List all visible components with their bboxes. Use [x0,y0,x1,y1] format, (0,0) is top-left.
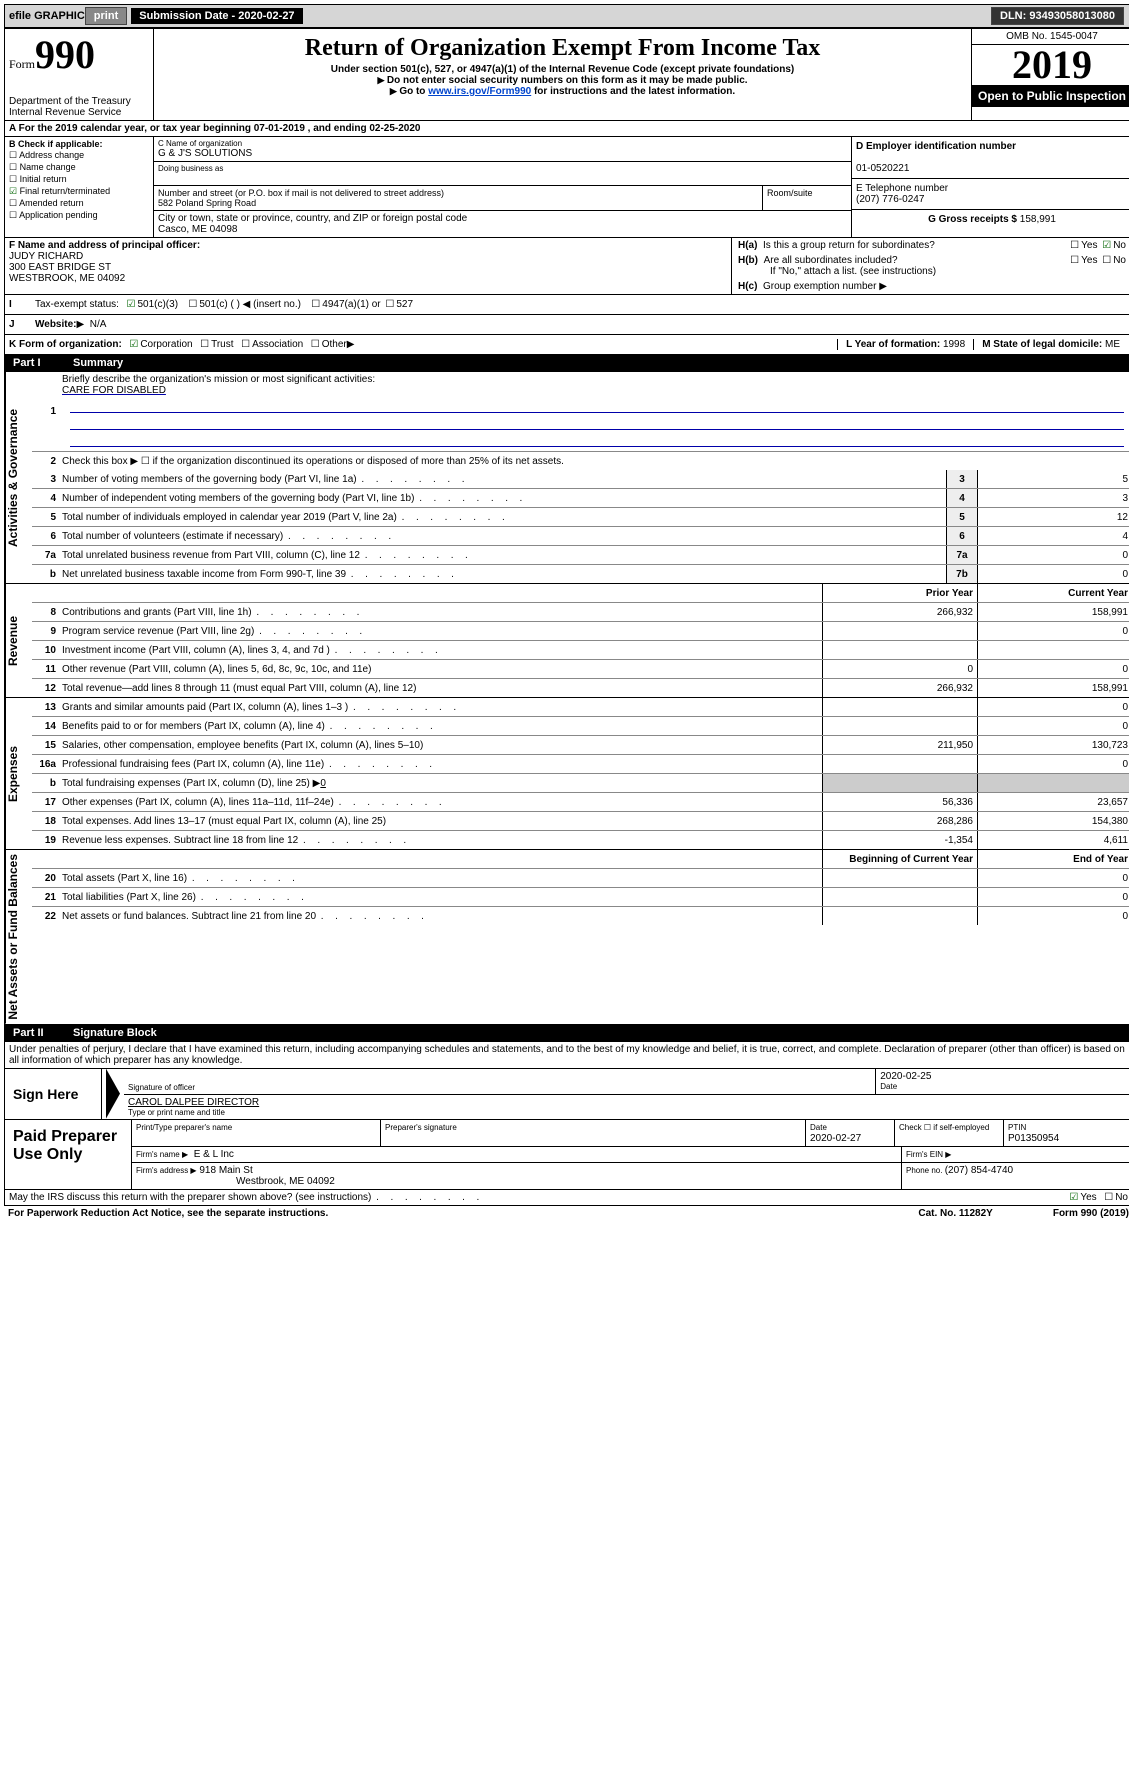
h-c-row: H(c) Group exemption number ▶ [732,279,1129,294]
row-j-website: J Website: ▶ N/A [4,315,1129,335]
officer-label: F Name and address of principal officer: [9,240,200,251]
officer-name: JUDY RICHARD [9,251,83,262]
subtitle-2: Do not enter social security numbers on … [158,75,967,86]
gross-label: G Gross receipts $ [928,214,1020,225]
perjury-statement: Under penalties of perjury, I declare th… [4,1042,1129,1069]
side-label-revenue: Revenue [5,584,32,697]
tax-year: 2019 [972,45,1129,85]
signature-block: Sign Here Signature of officer 2020-02-2… [4,1069,1129,1120]
checkbox-column-b: B Check if applicable: Address change Na… [5,137,154,237]
officer-city: WESTBROOK, ME 04092 [9,273,125,284]
discuss-row: May the IRS discuss this return with the… [4,1190,1129,1206]
subtitle-1: Under section 501(c), 527, or 4947(a)(1)… [158,64,967,75]
row-i-tax-status: I Tax-exempt status: 501(c)(3) 501(c) ( … [4,295,1129,315]
chk-final-return[interactable]: Final return/terminated [9,186,149,197]
street-label: Number and street (or P.O. box if mail i… [158,188,758,198]
side-label-governance: Activities & Governance [5,372,32,583]
paid-preparer-label: Paid Preparer Use Only [5,1120,132,1189]
submission-date-label: Submission Date - 2020-02-27 [131,8,302,24]
row-k-form-org: K Form of organization: Corporation Trus… [4,335,1129,355]
tel-label: E Telephone number [856,183,948,194]
form-title: Return of Organization Exempt From Incom… [158,35,967,62]
dln-label: DLN: 93493058013080 [991,7,1124,25]
ein-value: 01-0520221 [856,163,909,174]
chk-application-pending[interactable]: Application pending [9,210,149,221]
instructions-link[interactable]: www.irs.gov/Form990 [428,86,531,97]
revenue-section: Revenue Prior YearCurrent Year 8Contribu… [4,584,1129,698]
chk-address-change[interactable]: Address change [9,150,149,161]
subtitle-3: Go to www.irs.gov/Form990 for instructio… [158,86,967,97]
net-assets-section: Net Assets or Fund Balances Beginning of… [4,850,1129,1025]
chk-initial-return[interactable]: Initial return [9,174,149,185]
h-b-row: H(b) Are all subordinates included? Yes … [732,253,1129,279]
tel-value: (207) 776-0247 [856,194,924,205]
gross-value: 158,991 [1020,214,1056,225]
org-name-label: C Name of organization [158,139,847,148]
print-button[interactable]: print [85,7,127,25]
chk-name-change[interactable]: Name change [9,162,149,173]
footer-row: For Paperwork Reduction Act Notice, see … [4,1206,1129,1221]
irs-label: Internal Revenue Service [9,107,149,118]
expenses-section: Expenses 13Grants and similar amounts pa… [4,698,1129,850]
side-label-expenses: Expenses [5,698,32,849]
dba-label: Doing business as [158,164,847,173]
city-value: Casco, ME 04098 [158,224,847,235]
side-label-net-assets: Net Assets or Fund Balances [5,850,32,1024]
street-value: 582 Poland Spring Road [158,198,758,208]
section-fh: F Name and address of principal officer:… [4,238,1129,295]
city-label: City or town, state or province, country… [158,213,847,224]
org-name: G & J'S SOLUTIONS [158,148,847,159]
ein-label: D Employer identification number [856,141,1016,152]
room-suite-label: Room/suite [762,186,851,210]
sign-here-label: Sign Here [5,1069,102,1119]
open-public-badge: Open to Public Inspection [972,85,1129,107]
dept-label: Department of the Treasury [9,96,149,107]
arrow-icon [106,1069,120,1119]
efile-label: efile GRAPHIC [9,10,85,22]
paid-preparer-block: Paid Preparer Use Only Print/Type prepar… [4,1120,1129,1190]
row-a-period: A For the 2019 calendar year, or tax yea… [4,121,1129,137]
form-990-logo: Form990 [9,31,149,78]
officer-street: 300 EAST BRIDGE ST [9,262,111,273]
activities-governance-section: Activities & Governance 1 Briefly descri… [4,372,1129,584]
part-1-header: Part I Summary [4,355,1129,372]
top-toolbar: efile GRAPHIC print Submission Date - 20… [4,4,1129,28]
mission-text: CARE FOR DISABLED [62,385,166,396]
part-2-header: Part II Signature Block [4,1025,1129,1042]
section-bcd: B Check if applicable: Address change Na… [4,137,1129,238]
chk-amended[interactable]: Amended return [9,198,149,209]
form-header: Form990 Department of the Treasury Inter… [4,28,1129,121]
h-a-row: H(a) Is this a group return for subordin… [732,238,1129,253]
